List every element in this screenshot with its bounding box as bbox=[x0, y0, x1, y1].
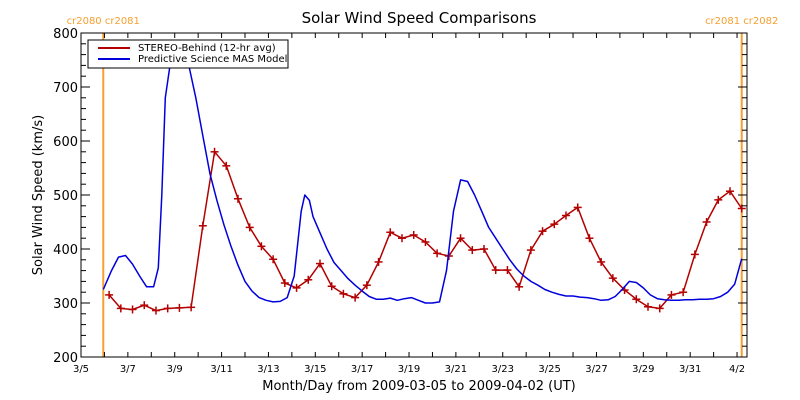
stereo-data-point bbox=[151, 306, 160, 315]
stereo-data-point bbox=[339, 289, 348, 298]
stereo-data-point bbox=[198, 221, 207, 230]
stereo-data-point bbox=[222, 161, 231, 170]
x-tick-label: 3/23 bbox=[492, 364, 514, 375]
stereo-data-point bbox=[362, 281, 371, 290]
carrington-label: cr2081 cr2082 bbox=[705, 16, 778, 27]
stereo-data-point bbox=[280, 279, 289, 288]
x-tick-label: 3/15 bbox=[304, 364, 326, 375]
x-axis-label: Month/Day from 2009-03-05 to 2009-04-02 … bbox=[262, 379, 575, 394]
y-tick-label: 800 bbox=[53, 27, 78, 42]
x-tick-label: 3/25 bbox=[538, 364, 560, 375]
stereo-data-point bbox=[374, 257, 383, 266]
stereo-data-point bbox=[679, 288, 688, 297]
y-axis-label: Solar Wind Speed (km/s) bbox=[31, 115, 46, 275]
stereo-data-point bbox=[491, 266, 500, 275]
y-tick-label: 200 bbox=[53, 351, 78, 366]
stereo-data-point bbox=[397, 234, 406, 243]
stereo-data-point bbox=[105, 290, 114, 299]
y-tick-label: 400 bbox=[53, 243, 78, 258]
stereo-data-point bbox=[667, 290, 676, 299]
stereo-data-point bbox=[175, 303, 184, 312]
stereo-data-point bbox=[327, 282, 336, 291]
stereo-data-point bbox=[632, 295, 641, 304]
stereo-data-point bbox=[714, 195, 723, 204]
legend-box bbox=[87, 39, 289, 69]
x-tick-label: 3/11 bbox=[210, 364, 232, 375]
x-tick-label: 3/17 bbox=[351, 364, 373, 375]
stereo-data-point bbox=[210, 147, 219, 156]
axes-layer: 200 300 400 500 600 700 800 3/5 3/7 3/9 3/11 3/13 3/… bbox=[53, 27, 747, 375]
y-tick-label: 700 bbox=[53, 81, 78, 96]
stereo-data-point bbox=[233, 194, 242, 203]
stereo-data-point bbox=[409, 230, 418, 239]
stereo-data-point bbox=[538, 227, 547, 236]
stereo-data-point bbox=[515, 282, 524, 291]
stereo-data-point bbox=[479, 245, 488, 253]
stereo-data-point bbox=[550, 220, 559, 229]
x-tick-label: 3/7 bbox=[120, 364, 136, 375]
model-series-line bbox=[102, 56, 743, 304]
x-tick-label: 4/2 bbox=[729, 364, 745, 375]
stereo-data-point bbox=[187, 303, 196, 312]
x-tick-label: 3/5 bbox=[73, 364, 89, 375]
legend: STEREO-Behind (12-hr avg) Predictive Sci… bbox=[87, 39, 289, 69]
stereo-data-point bbox=[116, 304, 125, 313]
stereo-data-point bbox=[562, 211, 571, 220]
stereo-data-point bbox=[468, 246, 477, 255]
stereo-data-point bbox=[456, 234, 465, 243]
x-tick-label: 3/9 bbox=[167, 364, 183, 375]
stereo-data-point bbox=[737, 204, 746, 213]
stereo-data-point bbox=[257, 242, 266, 251]
stereo-data-point bbox=[573, 203, 582, 212]
stereo-data-point bbox=[351, 293, 360, 302]
carrington-label: cr2080 cr2081 bbox=[67, 16, 140, 27]
stereo-data-point bbox=[433, 249, 442, 258]
stereo-data-point bbox=[163, 304, 172, 313]
chart-title: Solar Wind Speed Comparisons bbox=[302, 9, 537, 27]
stereo-data-point bbox=[597, 257, 606, 266]
y-tick-label: 500 bbox=[53, 189, 78, 204]
stereo-data-point bbox=[726, 187, 735, 196]
stereo-data-point bbox=[386, 228, 395, 237]
series-layer bbox=[102, 56, 746, 315]
stereo-data-point bbox=[128, 305, 137, 314]
legend-label-model: Predictive Science MAS Model bbox=[138, 54, 287, 65]
stereo-data-point bbox=[503, 266, 512, 275]
legend-label-stereo: STEREO-Behind (12-hr avg) bbox=[138, 43, 276, 54]
stereo-data-point bbox=[245, 223, 254, 232]
stereo-data-point bbox=[644, 302, 653, 311]
stereo-data-point bbox=[608, 274, 617, 283]
stereo-data-point bbox=[269, 255, 278, 264]
stereo-data-point bbox=[702, 218, 711, 226]
stereo-data-point bbox=[585, 234, 594, 243]
stereo-data-point bbox=[292, 283, 301, 292]
stereo-data-point bbox=[304, 275, 313, 284]
x-tick-label: 3/29 bbox=[632, 364, 654, 375]
x-tick-label: 3/13 bbox=[257, 364, 279, 375]
stereo-data-point bbox=[421, 237, 430, 246]
x-tick-label: 3/31 bbox=[679, 364, 701, 375]
x-tick-label: 3/21 bbox=[445, 364, 467, 375]
y-tick-label: 300 bbox=[53, 297, 78, 312]
stereo-series-line bbox=[108, 151, 743, 312]
stereo-data-point bbox=[526, 246, 535, 255]
stereo-data-point bbox=[655, 304, 664, 313]
stereo-data-point bbox=[690, 250, 699, 259]
x-tick-label: 3/27 bbox=[585, 364, 607, 375]
x-tick-label: 3/19 bbox=[398, 364, 420, 375]
y-tick-label: 600 bbox=[53, 135, 78, 150]
stereo-data-point bbox=[315, 259, 324, 268]
stereo-data-point bbox=[140, 301, 149, 310]
